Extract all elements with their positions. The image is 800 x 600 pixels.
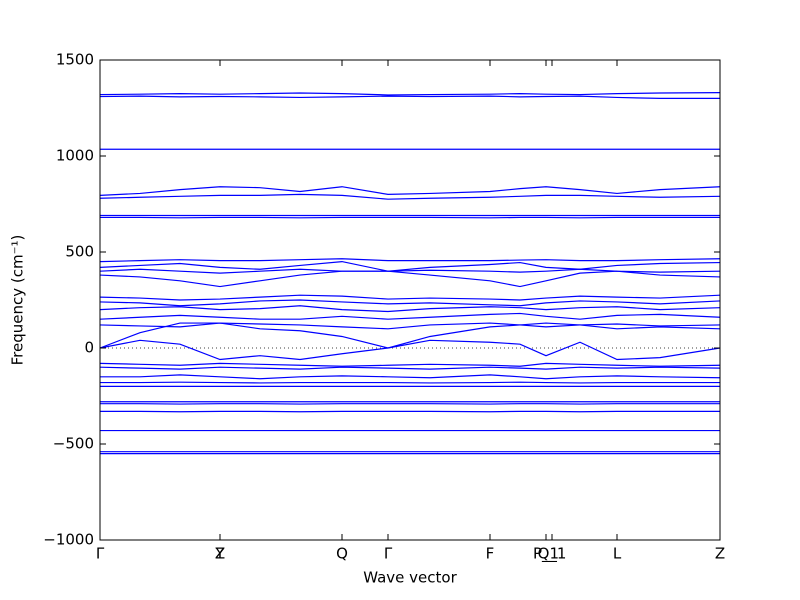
x-axis-label: Wave vector bbox=[363, 569, 457, 587]
y-tick-label: 1000 bbox=[56, 147, 94, 165]
x-tick-label: Q bbox=[336, 545, 348, 563]
y-tick-label: 1500 bbox=[56, 51, 94, 69]
band-line bbox=[99, 322, 721, 349]
band-line bbox=[100, 381, 720, 384]
y-tick-label: 0 bbox=[84, 339, 94, 357]
band-line bbox=[99, 362, 721, 367]
band-line bbox=[99, 268, 721, 274]
x-tick-label: Y bbox=[214, 545, 225, 563]
band-line bbox=[100, 374, 721, 380]
band-line bbox=[99, 312, 721, 320]
band-line bbox=[99, 322, 721, 330]
y-tick-label: 500 bbox=[65, 243, 94, 261]
x-tick-label: Γ bbox=[96, 545, 105, 563]
plot-frame bbox=[99, 59, 721, 541]
x-tick-label: Q_1 bbox=[538, 545, 567, 564]
band-line bbox=[99, 193, 721, 200]
band-line bbox=[99, 366, 721, 370]
x-tick-label: P_1 bbox=[533, 545, 559, 564]
y-tick-label: −500 bbox=[53, 435, 94, 453]
band-line bbox=[99, 95, 720, 99]
band-line bbox=[99, 294, 721, 301]
x-tick-label: Γ bbox=[384, 545, 393, 563]
x-tick-label: F bbox=[486, 545, 495, 563]
band-line bbox=[99, 260, 721, 272]
band-line bbox=[99, 305, 721, 313]
x-tick-label: Z bbox=[715, 545, 725, 563]
y-axis-label: Frequency (cm⁻¹) bbox=[9, 235, 27, 366]
band-line bbox=[99, 299, 721, 307]
x-tick-label: L bbox=[613, 545, 622, 563]
band-line bbox=[99, 258, 721, 263]
band-line bbox=[99, 270, 721, 288]
band-line bbox=[99, 92, 721, 96]
band-line bbox=[99, 186, 721, 196]
band-line bbox=[99, 339, 721, 361]
y-tick-label: −1000 bbox=[43, 531, 94, 549]
x-tick-label: Z bbox=[215, 545, 225, 563]
